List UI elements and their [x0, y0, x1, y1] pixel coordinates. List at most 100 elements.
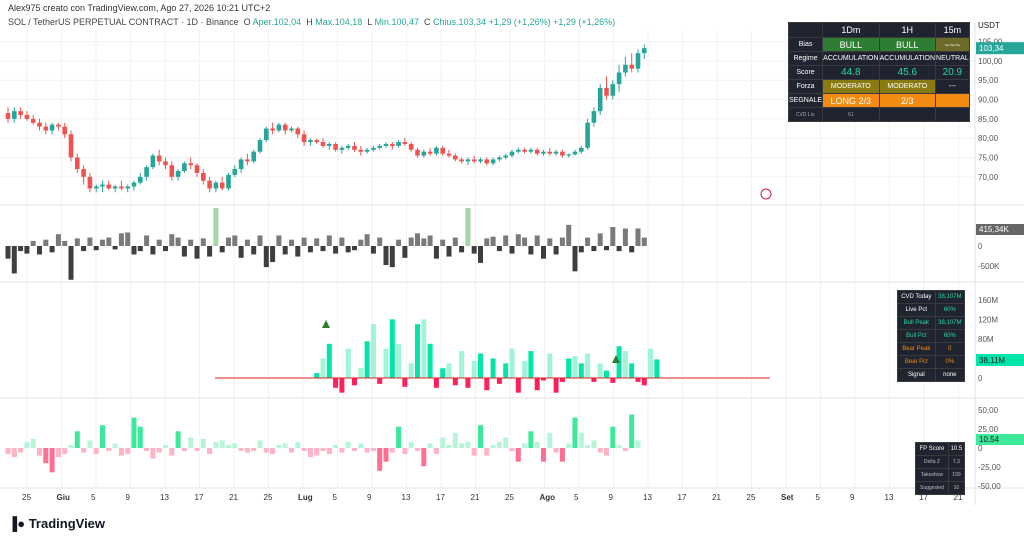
fp-score-label: FP Score — [915, 442, 949, 456]
fp-bar — [541, 448, 546, 462]
price-tick-label: 70,00 — [978, 173, 999, 182]
volume-bar — [232, 235, 238, 246]
cvd-bar — [459, 351, 465, 378]
bear-peak-value: 0 — [934, 342, 966, 356]
cvd-badge-text: 38,11M — [979, 356, 1005, 365]
cvd-bar — [547, 353, 553, 378]
cvd-bar — [515, 378, 521, 393]
candle-body — [390, 143, 395, 146]
candle-body — [635, 53, 641, 69]
fp-bar — [169, 448, 175, 456]
cvd-bar — [402, 378, 408, 387]
volume-bar — [364, 234, 370, 246]
volume-tick-label: 0 — [978, 242, 983, 251]
volume-bar — [484, 238, 490, 246]
candle-body — [62, 126, 67, 135]
fp-bar — [55, 448, 61, 458]
fp-bar — [125, 448, 131, 455]
forza-1h: MODERATO — [878, 79, 937, 94]
fp-bar — [553, 448, 559, 453]
x-tick-label: 17 — [195, 493, 204, 502]
signal-triangle-icon — [322, 320, 330, 328]
regime-header-15m: 15m — [935, 22, 970, 38]
price-tick-label: 105,00 — [978, 38, 1003, 47]
candle-body — [358, 149, 364, 152]
volume-bar — [610, 227, 616, 246]
fp-bar — [156, 448, 162, 453]
volume-bar — [415, 233, 420, 246]
candle-body — [49, 124, 55, 131]
tradingview-logo[interactable]: ▐● TradingView — [8, 516, 105, 531]
chart-header: Alex975 creato con TradingView.com, Ago … — [8, 3, 271, 13]
x-tick-label: Ago — [540, 493, 556, 502]
lightning-marker-icon — [760, 188, 772, 200]
fp-bar — [629, 414, 635, 448]
fp-bar — [238, 448, 244, 452]
fp-bar — [345, 441, 351, 448]
price-axis-currency: USDT — [978, 21, 1000, 30]
fp-table: FP Score 10.5 Delta Z 7.3 Takeshow 199 Sugg… — [915, 442, 966, 495]
cvd-bar — [415, 324, 420, 378]
candle-body — [364, 149, 370, 152]
candle-body — [245, 159, 250, 162]
candle-body — [207, 180, 212, 189]
candle-body — [327, 143, 332, 146]
candle-body — [642, 48, 647, 54]
fp-bar — [93, 448, 99, 455]
fp-bar — [585, 444, 591, 448]
x-tick-label: 17 — [436, 493, 445, 502]
candle-body — [585, 122, 590, 148]
volume-bar — [358, 239, 364, 246]
symbol-name[interactable]: SOL / TetherUS PERPETUAL CONTRACT · 1D ·… — [8, 17, 239, 27]
candle-body — [453, 155, 458, 160]
cvd-bar — [541, 378, 546, 381]
volume-bar — [547, 238, 553, 246]
price-tick-label: 80,00 — [978, 134, 999, 143]
fp-bar — [459, 443, 465, 448]
forza-1d: MODERATO — [822, 79, 880, 94]
volume-bar — [175, 237, 181, 246]
candle-body — [415, 149, 420, 156]
signal-value: none — [934, 368, 966, 382]
cvd-liv-1h — [878, 107, 937, 122]
candle-body — [75, 157, 80, 170]
volume-bar — [408, 237, 414, 246]
candle-body — [131, 182, 137, 187]
fp-tick-label: 25,00 — [978, 425, 999, 434]
volume-bar — [389, 246, 395, 268]
volume-bar — [5, 246, 11, 259]
x-tick-label: 13 — [402, 493, 411, 502]
live-pct-label: Live Pct — [897, 303, 936, 317]
candle-body — [30, 118, 36, 123]
volume-bar — [572, 246, 578, 272]
volume-bar — [629, 246, 635, 253]
fp-bar — [604, 448, 609, 456]
change-value: +1,29 (+1,26%) — [488, 17, 551, 27]
cvd-bar — [648, 348, 654, 378]
cvd-bar — [333, 378, 339, 388]
candle-body — [18, 111, 23, 115]
cvd-bar — [629, 363, 635, 378]
volume-bar — [244, 239, 250, 246]
volume-bar — [238, 246, 244, 258]
volume-bar — [534, 235, 540, 246]
bull-pct-value: 60% — [934, 329, 966, 343]
candle-body — [150, 155, 156, 168]
volume-bar — [578, 246, 584, 253]
volume-bar — [604, 246, 609, 251]
candle-body — [68, 134, 74, 158]
fp-bar — [276, 444, 282, 448]
cvd-bar — [585, 353, 591, 378]
cvd-bar — [528, 351, 534, 378]
fp-bar — [496, 441, 502, 448]
cvd-liv-1d: 61 — [822, 107, 880, 122]
cvd-today-label: CVD Today — [897, 290, 936, 304]
fp-bar — [358, 443, 364, 448]
score-label: Score — [787, 65, 824, 80]
volume-bar — [496, 246, 502, 252]
volume-tick-label: -500K — [978, 262, 1000, 271]
volume-bar — [465, 208, 471, 246]
x-tick-label: 25 — [264, 493, 273, 502]
fp-bar — [396, 426, 402, 448]
